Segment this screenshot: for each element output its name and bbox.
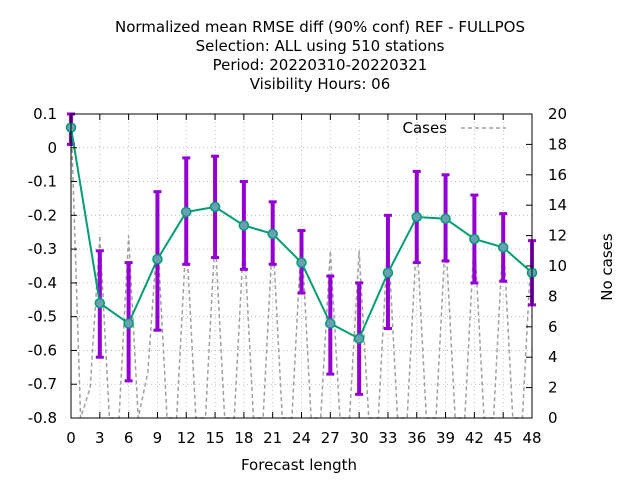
data-point [497, 242, 509, 253]
y-tick-label: -0.4 [28, 274, 57, 292]
y-tick-label: -0.1 [28, 173, 57, 191]
x-tick-label: 21 [263, 429, 282, 447]
data-point [267, 228, 278, 240]
y-tick-label: 0.1 [33, 105, 57, 123]
y2-axis-label: No cases [598, 233, 616, 301]
subtitle-selection: Selection: ALL using 510 stations [196, 37, 445, 55]
x-tick-label: 6 [124, 429, 134, 447]
data-point [123, 318, 134, 329]
y-tick-label: 0 [47, 139, 57, 157]
y-tick-label: -0.7 [28, 375, 57, 393]
y-tick-label: -0.3 [28, 240, 57, 258]
data-point [382, 267, 394, 279]
y2-tick-label: 14 [548, 196, 567, 214]
y2-tick-label: 6 [548, 318, 558, 336]
x-tick-label: 33 [378, 429, 397, 447]
y2-tick-label: 4 [548, 348, 558, 366]
x-tick-label: 45 [494, 429, 513, 447]
data-point [440, 213, 451, 224]
x-tick-label: 36 [407, 429, 426, 447]
data-point [152, 253, 163, 265]
x-tick-label: 30 [350, 429, 369, 447]
data-point [181, 206, 192, 218]
error-bars [67, 112, 536, 396]
x-tick-label: 15 [206, 429, 225, 447]
chart-title: Normalized mean RMSE diff (90% conf) REF… [115, 18, 525, 93]
y2-tick-label: 10 [548, 257, 567, 275]
data-point [209, 201, 221, 213]
axis-ticks: 0 3 6 9 12 15 18 21 24 27 30 33 36 39 42 45 480.10-0.1-0… [28, 105, 567, 447]
subtitle-period: Period: 20220310-20220321 [213, 56, 428, 74]
data-point [296, 257, 307, 268]
y-tick-label: -0.8 [28, 409, 57, 427]
y2-tick-label: 20 [548, 105, 567, 123]
x-tick-label: 24 [292, 429, 311, 447]
x-tick-label: 12 [177, 429, 196, 447]
legend: Cases [402, 119, 506, 137]
y2-tick-label: 18 [548, 135, 567, 153]
x-tick-label: 3 [95, 429, 105, 447]
x-tick-label: 0 [66, 429, 76, 447]
x-tick-label: 48 [522, 429, 541, 447]
data-point [238, 220, 250, 231]
rmse-diff-series [65, 122, 538, 344]
y2-tick-label: 12 [548, 227, 567, 245]
y2-tick-label: 8 [548, 287, 558, 305]
y-tick-label: -0.5 [28, 308, 57, 326]
data-point [94, 297, 106, 309]
data-point [411, 211, 422, 223]
x-tick-label: 18 [234, 429, 253, 447]
y2-tick-label: 2 [548, 379, 558, 397]
data-point [325, 318, 336, 329]
data-point [353, 333, 365, 344]
data-point [469, 233, 480, 245]
x-tick-label: 9 [153, 429, 163, 447]
title-line: Normalized mean RMSE diff (90% conf) REF… [115, 18, 525, 36]
x-tick-label: 39 [436, 429, 455, 447]
y-tick-label: -0.2 [28, 206, 57, 224]
subtitle-parameter: Visibility Hours: 06 [250, 75, 391, 93]
y2-tick-label: 0 [548, 409, 558, 427]
x-tick-label: 42 [465, 429, 484, 447]
y2-tick-label: 16 [548, 166, 567, 184]
x-axis-label: Forecast length [241, 456, 357, 474]
y-tick-label: -0.6 [28, 341, 57, 359]
x-tick-label: 27 [321, 429, 340, 447]
legend-label-cases: Cases [402, 119, 447, 137]
